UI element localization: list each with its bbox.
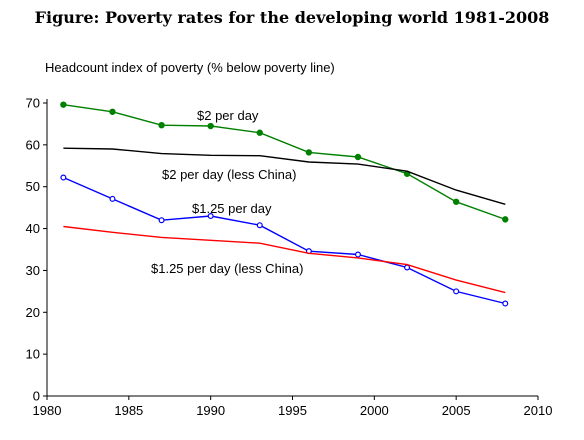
data-point [109,195,116,202]
x-tick-label: 2000 [360,403,389,418]
data-point [109,108,116,115]
series-line [63,147,506,205]
series-0 [60,101,509,223]
series-2 [60,174,509,307]
series-label: $1.25 per day (less China) [151,261,303,276]
series-line [63,104,506,221]
y-tick-label: 20 [26,305,40,320]
x-tick-label: 2005 [442,403,471,418]
data-point [256,129,263,136]
y-tick-label: 40 [26,221,40,236]
x-tick-label: 1980 [33,403,62,418]
data-point [207,213,214,220]
data-point [502,216,509,223]
data-point [354,251,361,258]
series-label: $1.25 per day [192,201,272,216]
y-tick-label: 0 [33,389,40,404]
x-tick-label: 2010 [524,403,553,418]
series-lines [60,101,509,307]
data-point [305,149,313,156]
y-tick-label: 10 [26,347,40,362]
series-3 [63,225,506,294]
series-line [63,176,506,305]
series-label: $2 per day (less China) [162,167,296,182]
y-axis-title: Headcount index of poverty (% below pove… [45,60,335,75]
y-tick-label: 30 [26,263,40,278]
data-point [158,217,165,224]
data-point [502,300,509,307]
series-labels: $2 per day $2 per day (less China) $1.25 p… [151,108,303,276]
data-point [60,101,67,108]
data-point [354,153,362,161]
data-point [256,222,263,229]
data-point [158,121,165,129]
data-point [453,288,460,295]
axes: 0 10 20 30 40 50 60 70 1980 1985 1990 1995 2000 2005 2… [26,96,553,419]
series-1 [63,147,506,205]
x-tick-label: 1995 [278,403,307,418]
data-point [207,122,214,130]
chart-title: Figure: Poverty rates for the developing… [34,8,550,27]
series-line [63,225,506,294]
y-tick-label: 70 [26,96,40,111]
data-point [60,174,67,181]
series-label: $2 per day [197,108,259,123]
x-tick-label: 1985 [114,403,143,418]
x-tick-label: 1990 [196,403,225,418]
y-tick-label: 60 [26,137,40,152]
data-point [452,198,460,205]
y-tick-label: 50 [26,179,40,194]
